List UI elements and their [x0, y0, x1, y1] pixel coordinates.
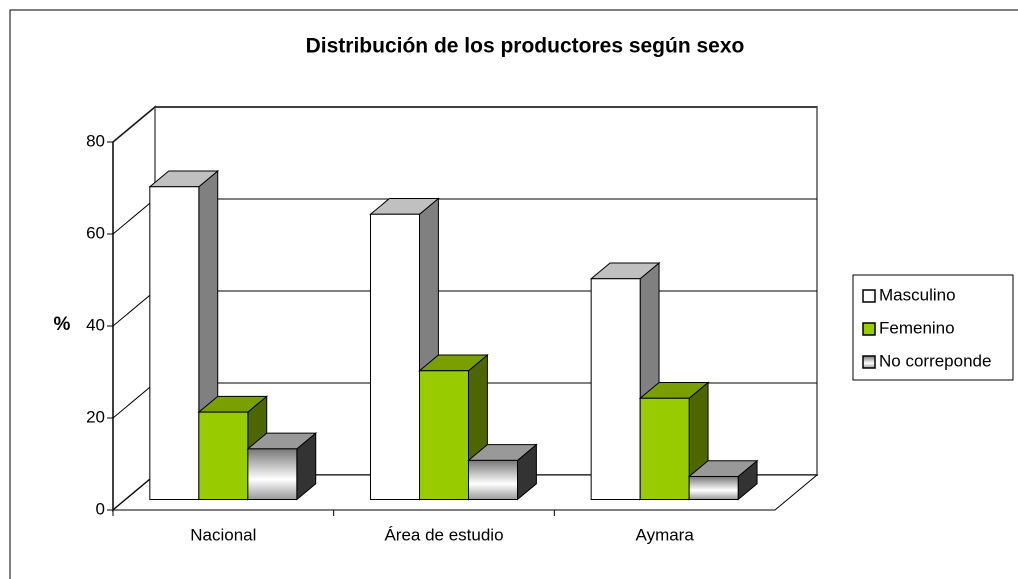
y-tick-label: 40 [86, 315, 105, 334]
x-tick-label: Nacional [190, 525, 256, 544]
legend-swatch [862, 355, 876, 369]
bar-front [639, 397, 690, 500]
legend-label: Femenino [879, 318, 955, 337]
legend-swatch [862, 322, 876, 336]
legend-label: No correponde [879, 351, 991, 370]
y-tick-label: 60 [86, 223, 105, 242]
legend-label: Masculino [879, 285, 956, 304]
bar-front [198, 411, 249, 500]
chart-title: Distribución de los productores según se… [306, 35, 745, 58]
legend-box [852, 274, 1014, 381]
x-tick-label: Aymara [636, 525, 695, 544]
y-tick-label: 20 [86, 407, 105, 426]
bar-front [468, 459, 518, 500]
bar-front [247, 448, 298, 500]
bar-front [419, 370, 469, 500]
y-axis-label: % [54, 314, 71, 335]
y-tick-label: 0 [96, 499, 105, 518]
legend-swatch [862, 289, 876, 303]
bar-front [688, 476, 739, 500]
bar-front [370, 213, 420, 500]
x-tick-label: Área de estudio [384, 525, 503, 544]
bar-front [590, 278, 641, 500]
bar [246, 432, 318, 501]
y-tick-label: 80 [86, 131, 105, 150]
grid-line [112, 106, 817, 143]
bar [687, 459, 759, 501]
bar-front [149, 186, 200, 500]
bar [467, 443, 538, 501]
